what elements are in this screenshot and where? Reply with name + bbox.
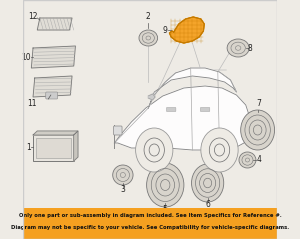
Bar (33, 135, 74, 161)
Ellipse shape (113, 165, 133, 185)
Text: 5: 5 (163, 205, 168, 214)
Ellipse shape (227, 39, 249, 57)
Ellipse shape (239, 152, 256, 168)
FancyBboxPatch shape (167, 108, 176, 112)
Text: 9: 9 (162, 26, 167, 34)
Text: Diagram may not be specific to your vehicle. See Compatibility for vehicle-speci: Diagram may not be specific to your vehi… (11, 226, 289, 230)
Text: 11: 11 (27, 99, 37, 108)
Ellipse shape (245, 158, 250, 162)
Ellipse shape (236, 46, 241, 50)
Polygon shape (37, 18, 72, 30)
Circle shape (201, 128, 238, 172)
FancyBboxPatch shape (46, 92, 58, 99)
Text: 3: 3 (120, 185, 125, 194)
Text: 6: 6 (205, 200, 210, 209)
Ellipse shape (139, 30, 158, 46)
Text: 1: 1 (26, 142, 31, 152)
Text: 4: 4 (257, 156, 262, 164)
Text: 7: 7 (256, 99, 261, 108)
Polygon shape (33, 131, 78, 135)
Circle shape (204, 132, 235, 168)
Text: 12: 12 (28, 11, 37, 21)
Polygon shape (114, 86, 250, 150)
Polygon shape (169, 17, 204, 43)
Ellipse shape (120, 173, 125, 178)
Bar (36, 138, 71, 158)
Bar (23, 208, 277, 239)
Text: Only one part or sub-assembly in diagram included. See Item Specifics for Refere: Only one part or sub-assembly in diagram… (19, 213, 281, 218)
Circle shape (191, 164, 224, 202)
Polygon shape (148, 94, 155, 100)
Circle shape (136, 128, 173, 172)
FancyBboxPatch shape (114, 126, 122, 135)
Ellipse shape (146, 36, 151, 40)
Text: 8: 8 (248, 43, 252, 53)
Circle shape (241, 110, 274, 150)
Text: 2: 2 (146, 12, 151, 21)
Bar (245, 118, 250, 128)
Text: 10: 10 (21, 53, 31, 61)
Circle shape (147, 163, 184, 207)
Circle shape (139, 132, 169, 168)
Polygon shape (74, 131, 78, 161)
Polygon shape (148, 68, 236, 108)
Polygon shape (33, 76, 72, 97)
FancyBboxPatch shape (200, 108, 210, 112)
Polygon shape (32, 46, 75, 68)
